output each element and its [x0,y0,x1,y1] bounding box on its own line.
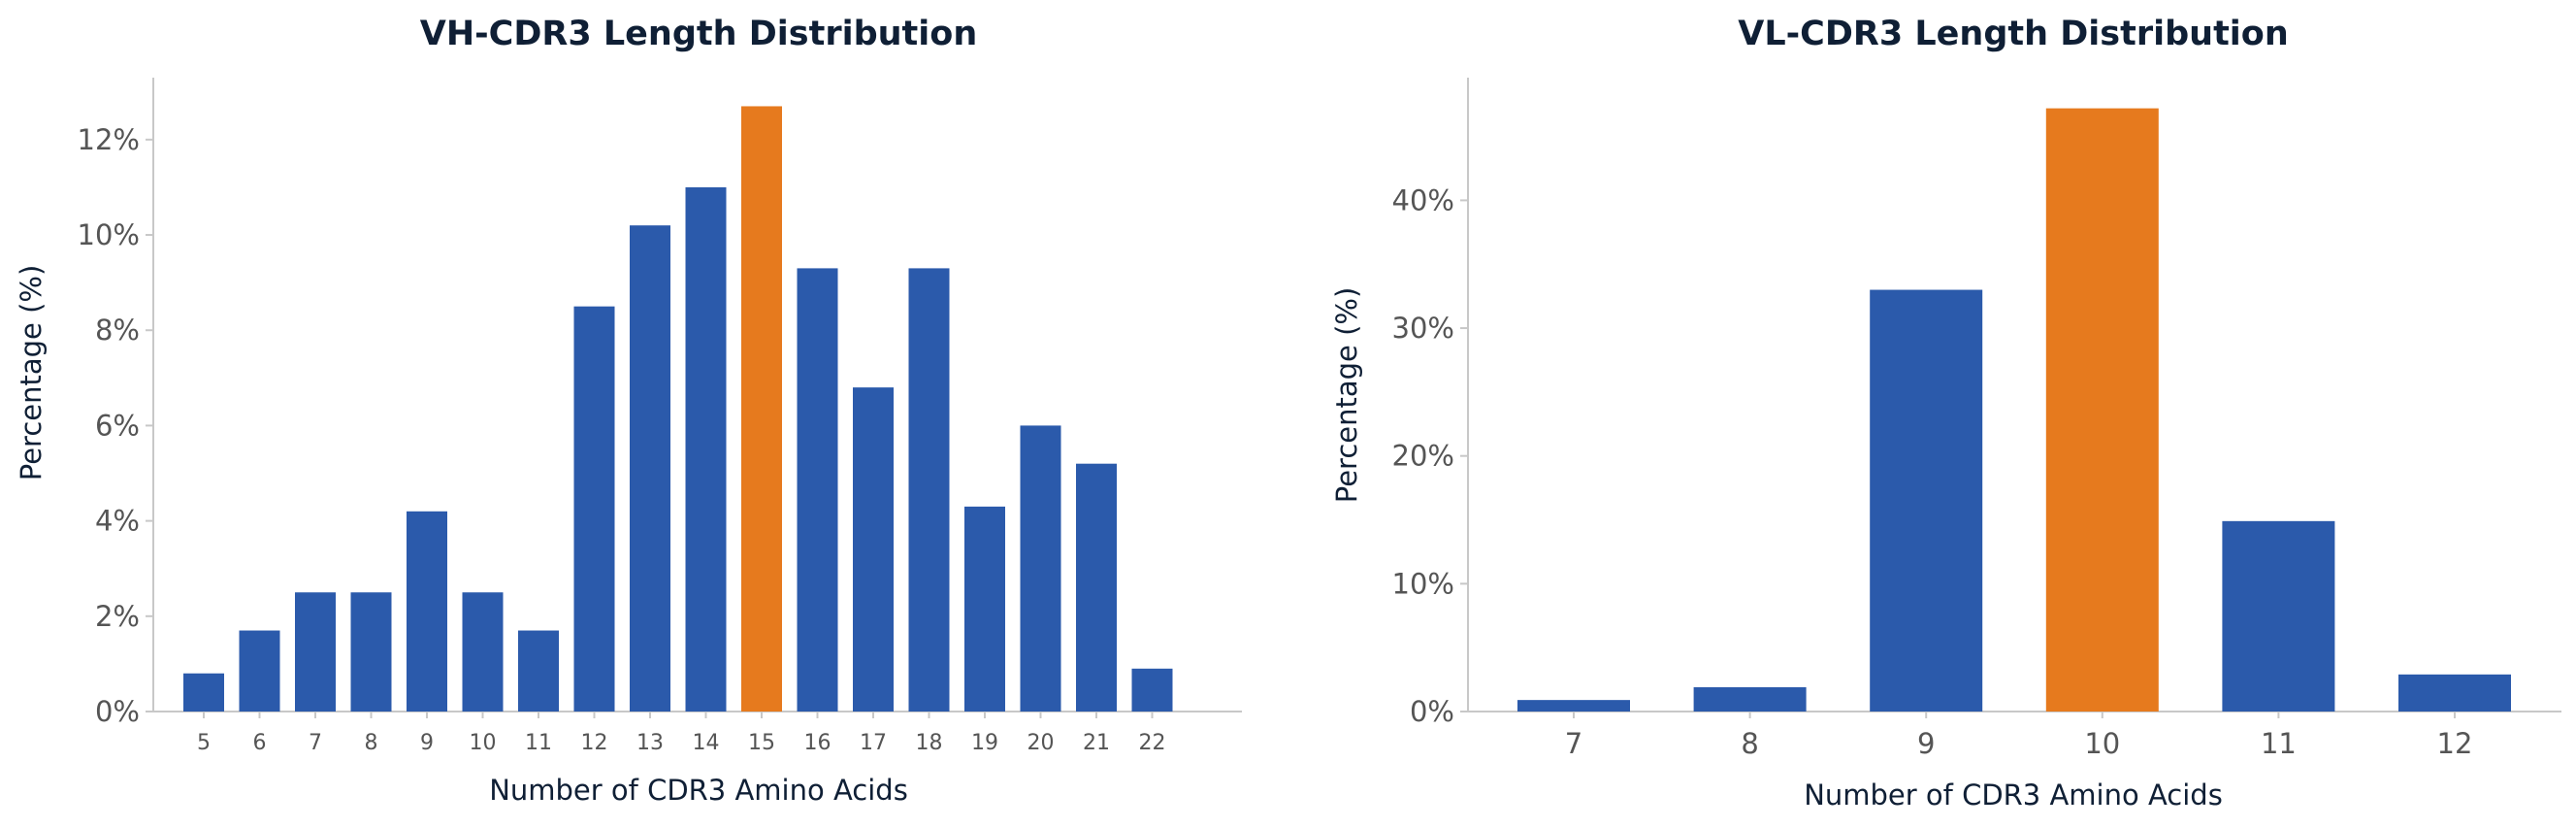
vl-bar-9 [1870,289,1983,712]
vh-y-tick-label: 8% [95,314,140,347]
vl-bar-12 [2398,674,2511,712]
vl-y-tick-label: 20% [1392,440,1454,473]
vh-x-tick-label: 7 [309,731,322,755]
vl-chart: VL-CDR3 Length Distribution Number of CD… [1330,15,2561,811]
vl-y-tick-label: 10% [1392,567,1454,600]
vh-x-tick-label: 14 [693,731,720,755]
vl-x-tick-label: 7 [1565,727,1582,760]
vh-bar-10 [462,592,504,712]
vh-bar-18 [908,268,950,712]
vh-x-tick-label: 20 [1027,731,1055,755]
vl-y-tick-label: 0% [1410,695,1454,728]
vh-x-tick-label: 22 [1139,731,1166,755]
vh-bar-15 [741,106,782,712]
vh-bar-7 [295,592,336,712]
vh-y-tick-label: 4% [95,505,140,538]
vh-x-tick-label: 19 [971,731,998,755]
vl-x-tick-label: 9 [1917,727,1935,760]
vh-bar-19 [964,506,1005,712]
vl-y-axis-label: Percentage (%) [1330,287,1363,504]
vl-bar-10 [2045,108,2159,712]
vh-bar-14 [685,186,727,712]
vh-y-axis-label: Percentage (%) [15,265,48,481]
vh-y-tick-label: 2% [95,600,140,633]
vl-x-tick-label: 8 [1741,727,1758,760]
vh-bar-6 [239,630,280,712]
vh-bar-22 [1131,668,1173,712]
vh-x-tick-label: 5 [197,731,211,755]
vh-bar-16 [797,268,838,712]
vl-x-tick-label: 12 [2437,727,2473,760]
vh-y-tick-label: 12% [78,123,140,156]
vh-bar-20 [1020,425,1061,712]
vl-x-tick-label: 10 [2084,727,2120,760]
vh-y-tick-label: 0% [95,695,140,728]
vh-x-tick-label: 8 [365,731,378,755]
vl-chart-title: VL-CDR3 Length Distribution [1738,15,2289,53]
vh-x-tick-label: 15 [748,731,775,755]
vh-x-tick-label: 11 [525,731,552,755]
vl-bar-8 [1693,686,1807,712]
vh-bar-5 [183,673,224,712]
vh-chart-title: VH-CDR3 Length Distribution [420,15,978,53]
vh-y-tick-label: 10% [78,218,140,251]
vl-x-tick-label: 11 [2261,727,2297,760]
vh-x-tick-label: 10 [470,731,497,755]
vh-x-tick-label: 21 [1083,731,1110,755]
vh-x-tick-label: 13 [636,731,664,755]
vl-bar-7 [1517,700,1630,712]
vh-x-axis-label: Number of CDR3 Amino Acids [489,774,908,807]
vl-y-tick-label: 40% [1392,183,1454,216]
vl-bar-11 [2222,520,2335,712]
vh-x-tick-label: 9 [420,731,434,755]
vh-chart: VH-CDR3 Length Distribution Number of CD… [15,15,1242,807]
vh-x-tick-label: 12 [581,731,608,755]
vl-y-tick-label: 30% [1392,312,1454,345]
vh-bar-12 [573,306,615,712]
vh-bar-21 [1076,463,1117,712]
vh-x-tick-label: 6 [253,731,267,755]
vh-plot-area: 0% 2% 4% 6% 8% 10% 12% 5 6 7 8 9 10 11 12 13 14 15 16 17 18 1… [78,78,1242,755]
vh-x-tick-label: 18 [916,731,943,755]
vl-plot-area: 0% 10% 20% 30% 40% 7 8 9 10 11 12 [1392,78,2561,760]
vh-bar-8 [350,592,392,712]
vh-bar-11 [518,630,559,712]
vl-x-axis-label: Number of CDR3 Amino Acids [1804,778,2223,811]
vh-bar-13 [630,225,670,712]
vh-x-tick-label: 16 [804,731,831,755]
vh-x-tick-label: 17 [860,731,887,755]
vh-y-tick-label: 6% [95,409,140,442]
vh-bar-17 [853,387,894,712]
vh-bar-9 [407,511,447,712]
